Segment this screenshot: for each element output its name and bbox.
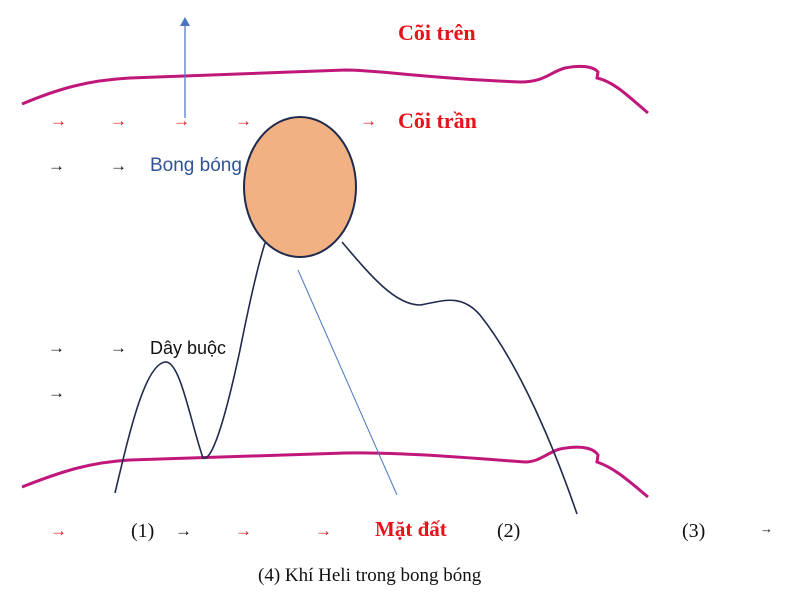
label-ceiling: Cõi trần [398,108,477,133]
label-upper-hull: Cõi trên [398,20,476,45]
arrow-icon: → [360,111,377,130]
arrow-icon: → [110,111,127,130]
arrow-icon: → [110,156,127,175]
upward-arrow-head [180,17,190,26]
arrow-icon: → [50,521,67,540]
arrow-icon: → [110,338,127,357]
label-ground: Mặt đất [375,517,447,541]
arrow-icon: → [235,521,252,540]
tether-string-left [114,242,266,494]
caption: (4) Khí Heli trong bong bóng [258,565,482,586]
arrow-icon: → [48,156,65,175]
balloon [243,116,357,258]
arrow-icon: → [173,111,190,130]
label-3: (3) [682,520,706,542]
arrow-icon: → [50,111,67,130]
upper-boundary-line [21,64,649,115]
label-tether: Dây buộc [150,338,227,358]
arrow-icon: → [315,521,332,540]
arrow-icon: → [48,383,65,402]
arrow-icon: → [760,521,773,536]
label-2: (2) [497,520,521,542]
pointer-line [297,269,398,496]
arrow-icon: → [235,111,252,130]
arrow-icon: → [175,521,192,540]
lower-boundary-line [21,445,649,499]
label-balloon: Bong bóng [150,155,242,176]
tether-string-right [341,241,578,515]
arrow-icon: → [48,338,65,357]
label-1: (1) [131,520,155,542]
